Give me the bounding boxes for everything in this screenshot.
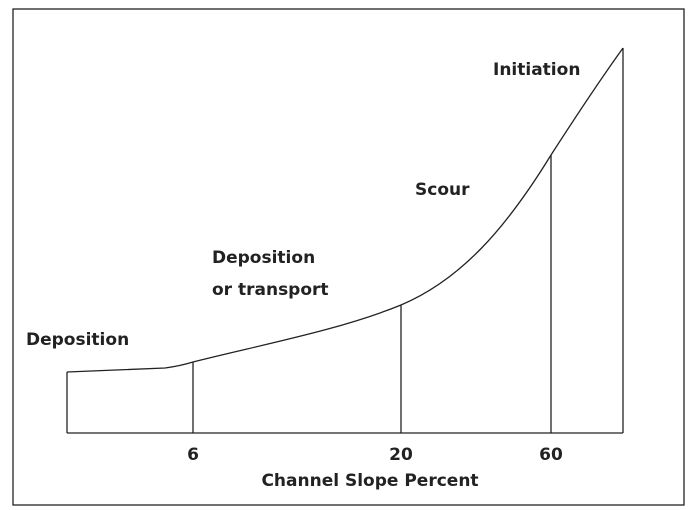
tick-label: 60 — [539, 445, 563, 465]
tick-label: 6 — [187, 445, 199, 465]
zone-label: Deposition — [212, 248, 315, 268]
axis-title: Channel Slope Percent — [261, 471, 478, 491]
tick-label: 20 — [389, 445, 413, 465]
zone-label: Scour — [415, 180, 470, 200]
zone-label: Deposition — [26, 330, 129, 350]
zone-label: Initiation — [493, 60, 580, 80]
frame — [12, 8, 685, 506]
slope-curve — [66, 47, 624, 373]
zone-label: or transport — [212, 280, 329, 300]
